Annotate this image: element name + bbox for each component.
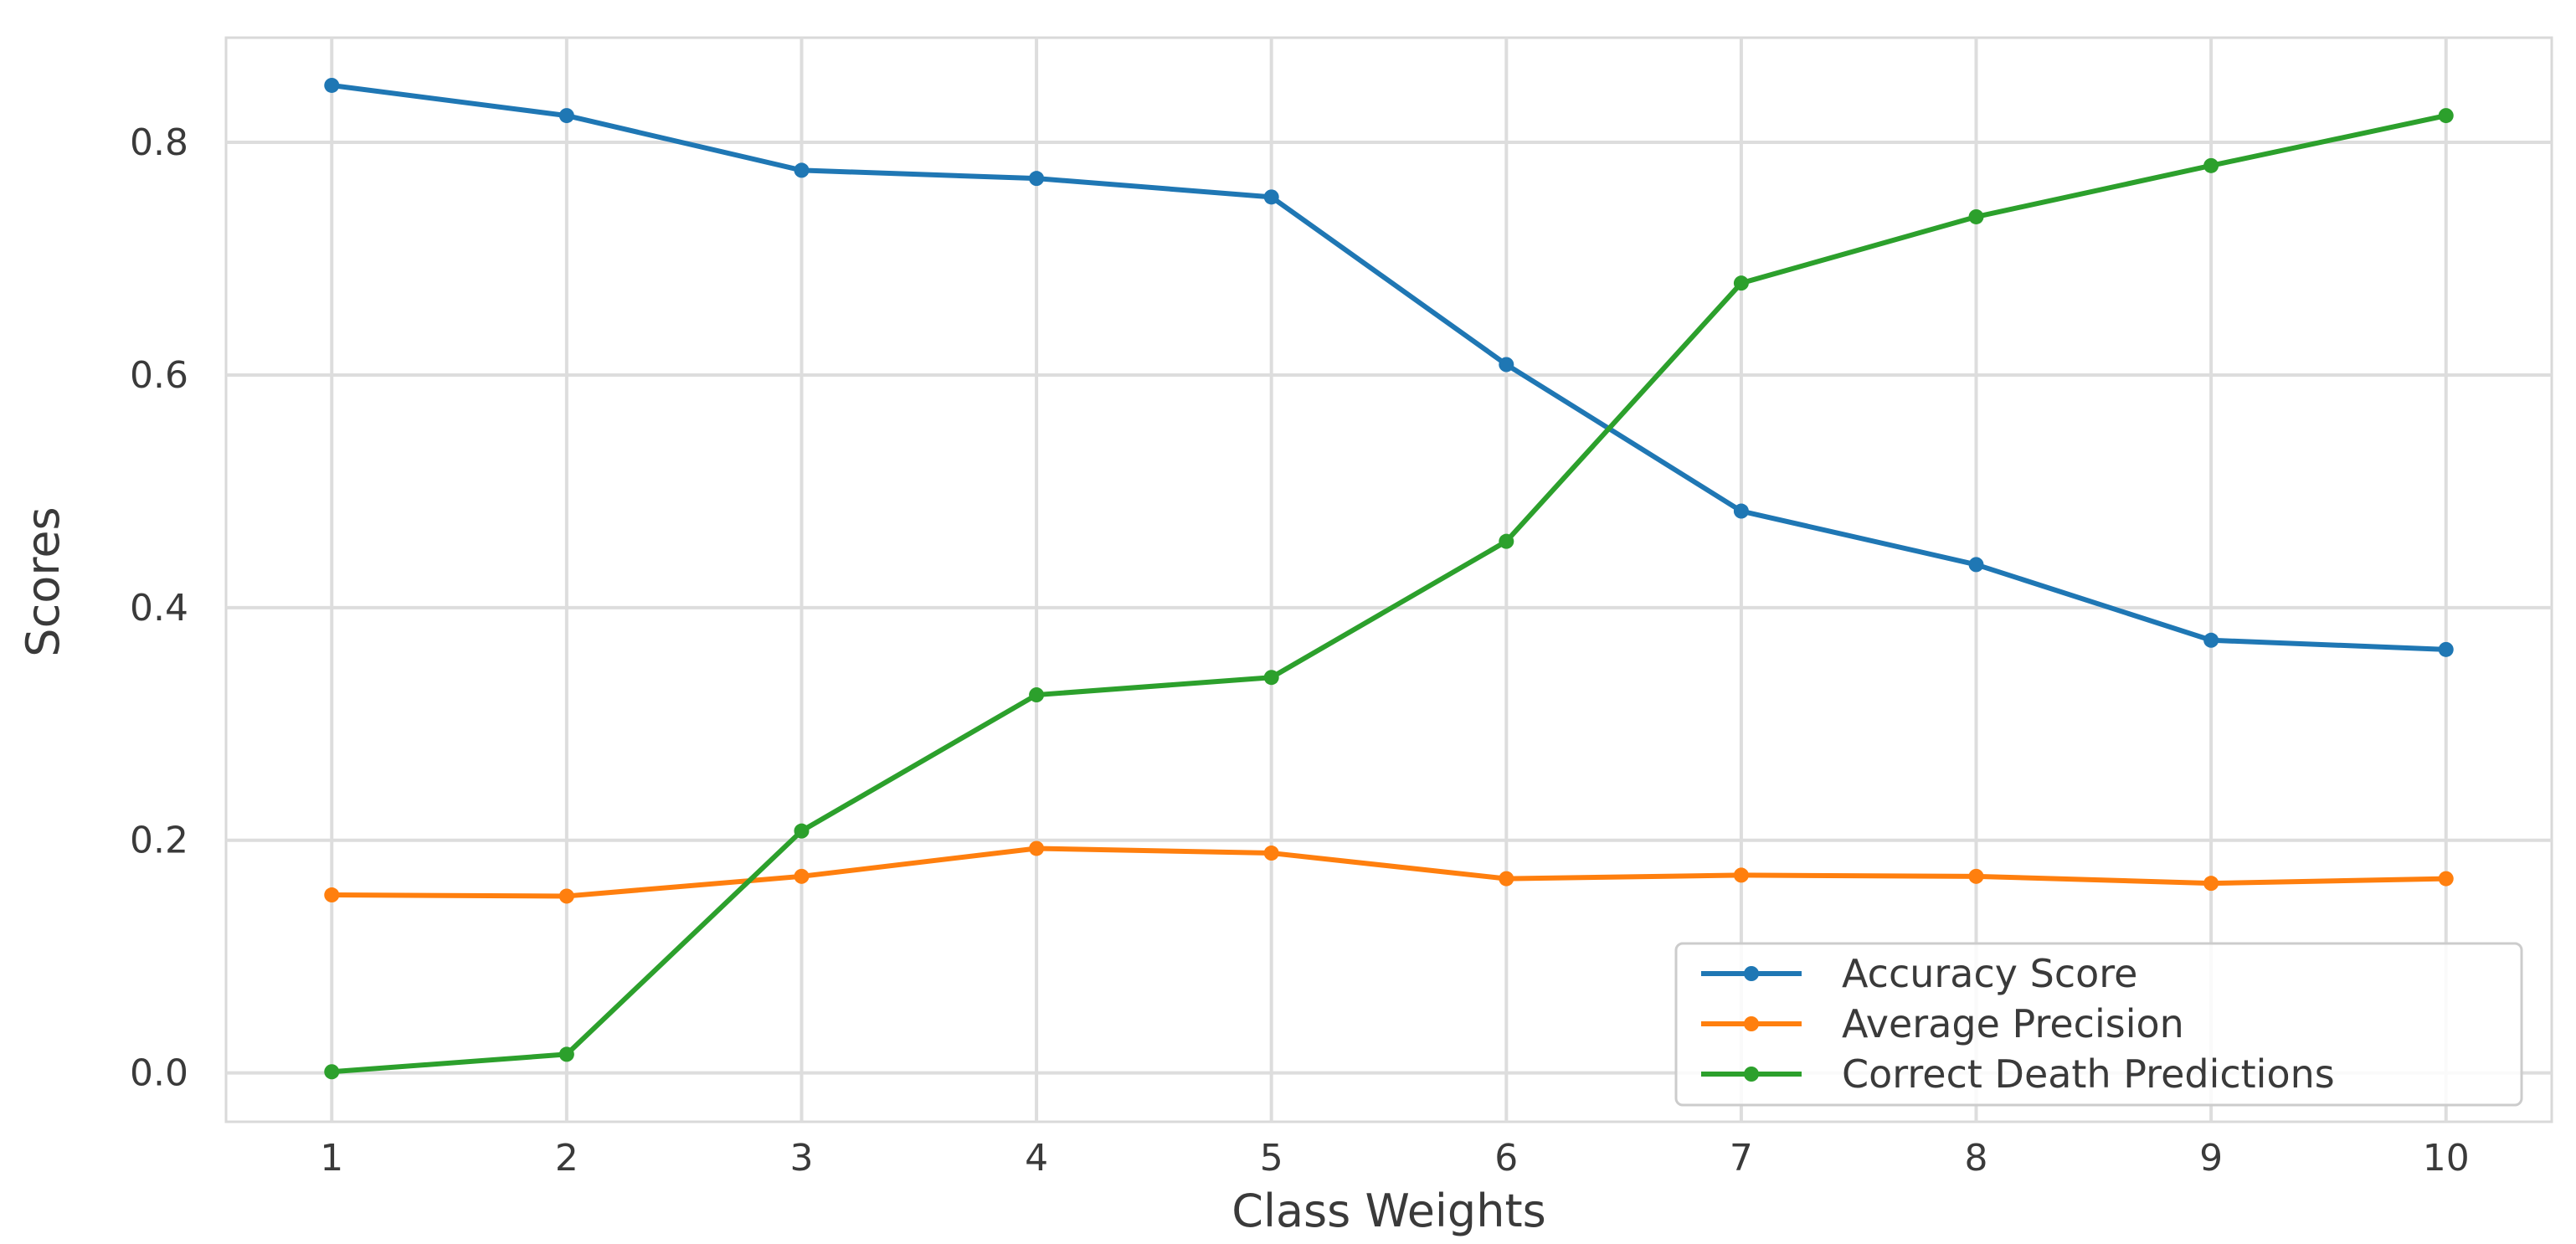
- data-point: [1968, 208, 1984, 224]
- legend: Accuracy Score Average Precision Correct D…: [1674, 942, 2523, 1107]
- legend-swatch-marker: [1744, 1067, 1759, 1082]
- x-tick-label: 9: [2199, 1137, 2223, 1180]
- data-point: [324, 887, 340, 903]
- data-point: [324, 1064, 340, 1080]
- legend-entry: Correct Death Predictions: [1701, 1051, 2335, 1097]
- data-point: [794, 823, 810, 839]
- data-point: [1968, 868, 1984, 884]
- x-tick-label: 3: [789, 1137, 813, 1180]
- data-point: [2438, 641, 2454, 657]
- plot-area: [224, 36, 2553, 1123]
- data-point: [2438, 108, 2454, 124]
- series-average-precision: [324, 840, 2454, 904]
- plot-frame: [224, 36, 2553, 1123]
- data-point: [1733, 503, 1749, 519]
- x-axis-ticks: 1 2 3 4 5 6 7 8 9 10: [320, 1137, 2469, 1180]
- data-point: [1733, 275, 1749, 291]
- series-accuracy-score: [324, 77, 2454, 657]
- y-tick-label: 0.4: [130, 587, 188, 630]
- data-point: [1029, 840, 1045, 856]
- series-line: [329, 113, 2449, 1075]
- x-tick-label: 2: [555, 1137, 578, 1180]
- y-tick-label: 0.6: [130, 354, 188, 397]
- legend-label: Correct Death Predictions: [1842, 1051, 2335, 1097]
- legend-label: Average Precision: [1842, 1001, 2184, 1046]
- series-correct-death-predictions: [324, 108, 2454, 1080]
- data-point: [794, 868, 810, 884]
- legend-swatch-marker: [1744, 966, 1759, 981]
- x-tick-label: 8: [1965, 1137, 1988, 1180]
- x-tick-label: 7: [1730, 1137, 1753, 1180]
- data-point: [1499, 357, 1514, 373]
- legend-entry: Average Precision: [1701, 1001, 2184, 1046]
- data-point: [558, 888, 574, 904]
- data-point: [794, 162, 810, 178]
- x-tick-label: 6: [1494, 1137, 1518, 1180]
- y-tick-label: 0.0: [130, 1052, 188, 1095]
- data-point: [1263, 189, 1279, 205]
- x-tick-label: 10: [2423, 1137, 2470, 1180]
- data-point: [1499, 871, 1514, 887]
- series-group: [324, 77, 2454, 1080]
- data-point: [1263, 846, 1279, 861]
- x-tick-label: 1: [320, 1137, 343, 1180]
- data-point: [2203, 632, 2219, 648]
- data-point: [1029, 171, 1045, 187]
- data-point: [1499, 533, 1514, 549]
- data-point: [558, 108, 574, 124]
- legend-box: [1674, 942, 2523, 1107]
- x-tick-label: 5: [1260, 1137, 1283, 1180]
- data-point: [558, 1046, 574, 1062]
- data-point: [1263, 670, 1279, 686]
- data-point: [2438, 871, 2454, 887]
- data-point: [1029, 687, 1045, 703]
- legend-entry: Accuracy Score: [1701, 951, 2137, 996]
- legend-swatch-marker: [1744, 1016, 1759, 1031]
- data-point: [1968, 557, 1984, 573]
- series-line: [329, 846, 2449, 899]
- y-tick-label: 0.8: [130, 121, 188, 164]
- data-point: [324, 77, 340, 93]
- y-axis-ticks: 0.0 0.2 0.4 0.6 0.8: [130, 121, 188, 1095]
- x-axis-label: Class Weights: [1231, 1185, 1546, 1237]
- x-tick-label: 4: [1025, 1137, 1048, 1180]
- data-point: [2203, 876, 2219, 892]
- legend-label: Accuracy Score: [1842, 951, 2137, 996]
- data-point: [1733, 867, 1749, 883]
- y-axis-label: Scores: [17, 506, 69, 656]
- series-line: [329, 82, 2449, 652]
- y-tick-label: 0.2: [130, 820, 188, 862]
- data-point: [2203, 157, 2219, 173]
